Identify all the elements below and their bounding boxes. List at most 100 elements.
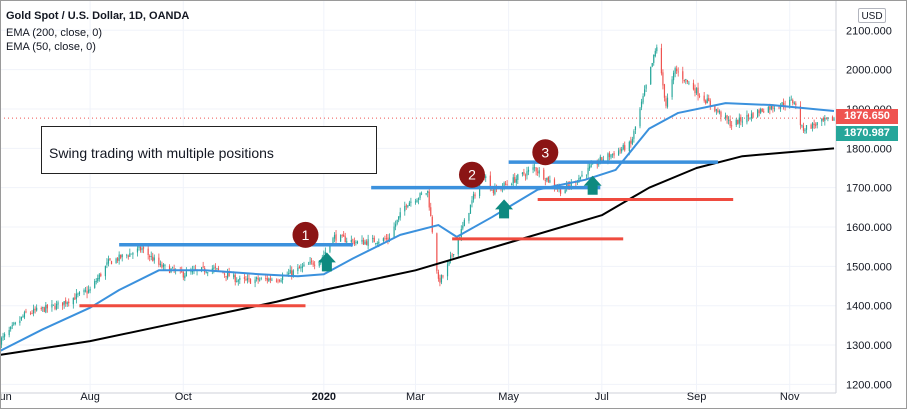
candle-body <box>362 240 365 245</box>
candle-body <box>521 172 523 175</box>
entry-marker-circle <box>458 161 485 188</box>
candle-body <box>405 205 407 207</box>
candle-body <box>660 48 662 74</box>
entry-arrow-icon <box>583 175 602 195</box>
candle-body <box>214 266 216 268</box>
candle-body <box>489 175 491 190</box>
candle-body <box>109 258 111 261</box>
candle-body <box>297 267 299 272</box>
candle-body <box>121 254 123 258</box>
ema200-line <box>0 147 835 356</box>
candle-body <box>799 105 801 126</box>
candle-body <box>372 238 374 239</box>
candle-body <box>824 117 826 121</box>
x-tick-label: May <box>498 391 519 403</box>
candle-body <box>639 108 641 127</box>
candle-body <box>236 281 238 282</box>
candle-body <box>275 280 278 282</box>
candle-body <box>619 149 621 151</box>
candle-body <box>309 261 311 264</box>
candle-body <box>601 157 603 161</box>
y-tick-label: 1200.000 <box>846 379 892 391</box>
x-tick-label: Mar <box>406 391 425 403</box>
candle-body <box>662 72 664 86</box>
candle-body <box>365 241 368 245</box>
candle-body <box>3 334 6 337</box>
candle-body <box>676 68 678 72</box>
candle-body <box>747 114 750 117</box>
candle-body <box>640 101 643 108</box>
candle-body <box>634 126 637 130</box>
candle-body <box>45 304 47 313</box>
candle-body <box>812 123 814 129</box>
legend-ema200[interactable]: EMA (200, close, 0) <box>6 27 102 39</box>
candle-body <box>117 258 119 261</box>
candle-body <box>129 253 131 257</box>
candle-body <box>31 312 33 314</box>
candle-body <box>643 89 646 96</box>
candle-body <box>772 105 774 109</box>
candle-body <box>628 141 630 152</box>
candle-body <box>547 176 549 182</box>
candle-body <box>802 125 805 131</box>
candle-body <box>718 111 721 113</box>
currency-badge[interactable]: USD <box>858 8 886 23</box>
candle-body <box>158 257 160 265</box>
candle-body <box>307 263 310 265</box>
y-tick-label: 1600.000 <box>846 222 892 234</box>
candle-body <box>706 98 708 104</box>
legend-ema50[interactable]: EMA (50, close, 0) <box>6 41 96 53</box>
candle-body <box>324 252 326 254</box>
candle-body <box>355 242 357 244</box>
candle-body <box>469 204 472 214</box>
candle-body <box>254 279 256 284</box>
candle-body <box>68 301 70 304</box>
candle-body <box>436 233 438 272</box>
candle-body <box>393 226 395 238</box>
candle-body <box>793 102 795 104</box>
candle-body <box>827 117 829 119</box>
candle-body <box>142 247 145 249</box>
candle-body <box>761 108 763 112</box>
candle-body <box>257 277 259 281</box>
candle-body <box>228 271 230 277</box>
candle-body <box>237 280 239 282</box>
candle-body <box>559 187 562 194</box>
candle-body <box>589 166 591 169</box>
x-tick-label: Jun <box>0 391 12 403</box>
candle-body <box>735 119 737 126</box>
candle-body <box>692 82 695 90</box>
candle-body <box>185 271 187 277</box>
y-tick-label: 1800.000 <box>846 143 892 155</box>
candle-body <box>40 308 42 310</box>
candle-body <box>376 242 378 244</box>
entry-marker-label: 2 <box>468 167 476 183</box>
candle-body <box>375 243 377 244</box>
candle-body <box>234 275 236 282</box>
candle-body <box>66 302 68 305</box>
candle-body <box>463 219 465 227</box>
candle-body <box>34 308 36 311</box>
candle-body <box>344 236 346 243</box>
candle-body <box>63 301 65 305</box>
candle-body <box>407 205 409 207</box>
candle-body <box>361 239 363 242</box>
candle-body <box>54 305 56 310</box>
candle-body <box>515 178 517 183</box>
candle-body <box>810 124 812 129</box>
candle-body <box>813 123 815 126</box>
candle-body <box>159 263 161 266</box>
candle-body <box>291 270 293 276</box>
candle-body <box>663 84 666 98</box>
candle-body <box>610 154 612 158</box>
candle-body <box>46 304 48 309</box>
candle-body <box>217 268 220 271</box>
candle-body <box>504 183 507 185</box>
candle-body <box>517 174 519 180</box>
candle-body <box>585 174 588 176</box>
candle-body <box>216 268 218 270</box>
candle-body <box>382 238 384 242</box>
ema50-line <box>0 102 835 352</box>
candle-body <box>688 82 690 84</box>
